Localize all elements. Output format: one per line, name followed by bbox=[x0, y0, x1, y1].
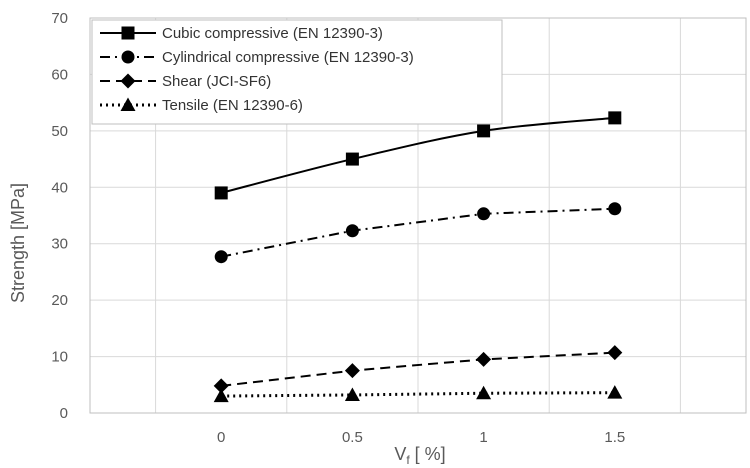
circle-marker bbox=[345, 224, 359, 238]
legend-item: Tensile (EN 12390-6) bbox=[100, 97, 303, 114]
square-marker bbox=[345, 152, 359, 166]
series-square bbox=[214, 111, 622, 200]
axis-ticks: 0 10 20 30 40 50 60 70 0 0.5 1 1.5 bbox=[51, 10, 625, 446]
legend-label: Tensile (EN 12390-6) bbox=[162, 97, 303, 114]
legend-label: Cylindrical compressive (EN 12390-3) bbox=[162, 49, 414, 66]
square-marker bbox=[608, 111, 622, 125]
diamond-marker bbox=[120, 73, 136, 89]
diamond-marker bbox=[344, 363, 360, 379]
series-line bbox=[220, 116, 615, 194]
legend-item: Shear (JCI-SF6) bbox=[100, 73, 271, 90]
triangle-marker bbox=[344, 387, 360, 401]
series-line bbox=[221, 351, 615, 387]
legend-label: Cubic compressive (EN 12390-3) bbox=[162, 25, 383, 42]
x-axis-title-sub: f bbox=[406, 453, 410, 467]
y-tick-label: 40 bbox=[51, 179, 68, 196]
plot-area-frame bbox=[89, 17, 747, 414]
diamond-marker bbox=[607, 345, 623, 361]
square-marker bbox=[121, 26, 135, 40]
triangle-marker bbox=[607, 385, 623, 399]
series-diamond bbox=[213, 345, 623, 394]
series-circle bbox=[214, 202, 622, 264]
y-tick-label: 50 bbox=[51, 123, 68, 140]
y-tick-label: 10 bbox=[51, 349, 68, 366]
circle-marker bbox=[121, 50, 135, 64]
triangle-marker bbox=[213, 388, 229, 403]
x-axis-title: Vf [ %] bbox=[394, 444, 445, 467]
x-tick-label: 1.5 bbox=[604, 429, 625, 446]
legend-item: Cubic compressive (EN 12390-3) bbox=[100, 25, 383, 42]
x-axis-title-rest: [ %] bbox=[410, 444, 446, 464]
triangle-marker bbox=[476, 385, 492, 400]
y-tick-label: 60 bbox=[51, 66, 68, 83]
square-marker bbox=[214, 186, 228, 200]
y-tick-label: 20 bbox=[51, 292, 68, 309]
y-tick-label: 30 bbox=[51, 236, 68, 253]
circle-marker bbox=[608, 202, 622, 216]
legend: Cubic compressive (EN 12390-3) Cylindrica… bbox=[91, 19, 503, 125]
diamond-marker bbox=[476, 351, 492, 367]
x-tick-label: 0.5 bbox=[342, 429, 363, 446]
series-triangle bbox=[213, 385, 623, 403]
series-line bbox=[221, 207, 615, 258]
series-group bbox=[213, 111, 623, 403]
x-tick-label: 0 bbox=[217, 429, 225, 446]
square-marker bbox=[477, 124, 491, 138]
x-tick-label: 1 bbox=[479, 429, 487, 446]
x-axis-title-main: V bbox=[394, 444, 406, 464]
circle-marker bbox=[214, 250, 228, 264]
y-axis-title: Strength [MPa] bbox=[8, 183, 28, 303]
triangle-marker bbox=[120, 97, 136, 111]
legend-box bbox=[91, 19, 503, 125]
circle-marker bbox=[477, 207, 491, 221]
legend-label: Shear (JCI-SF6) bbox=[162, 73, 271, 90]
legend-item: Cylindrical compressive (EN 12390-3) bbox=[100, 49, 414, 66]
y-tick-label: 70 bbox=[51, 10, 68, 27]
y-tick-label: 0 bbox=[60, 405, 68, 422]
diamond-marker bbox=[213, 378, 229, 394]
